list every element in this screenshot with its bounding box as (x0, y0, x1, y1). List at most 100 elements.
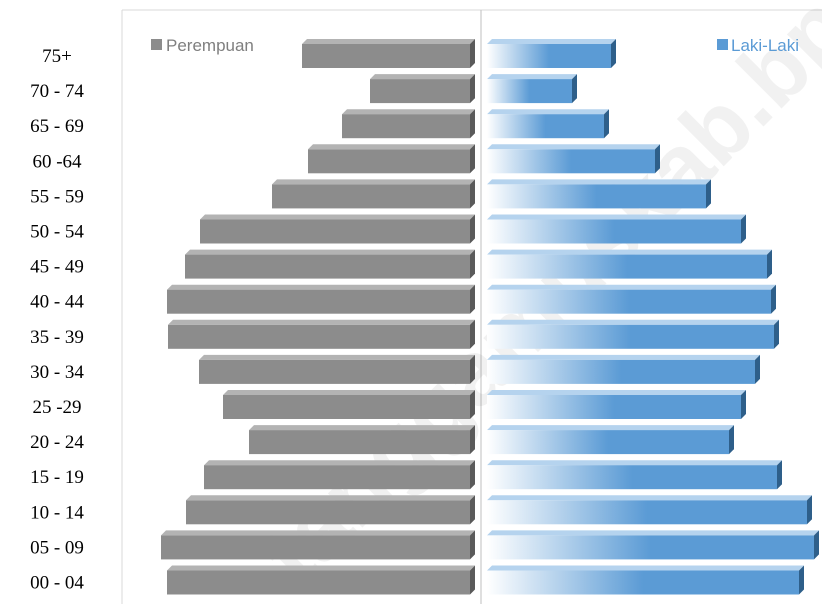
bar-side-face (470, 565, 475, 595)
bar-front-face (199, 359, 470, 384)
bar-laki-laki (487, 390, 746, 419)
bar-perempuan (167, 284, 475, 314)
bar-laki-laki (487, 109, 609, 139)
bar-side-face (706, 179, 711, 209)
bar-laki-laki (487, 179, 711, 209)
bar-top-face (342, 109, 475, 115)
bar-top-face (487, 284, 776, 290)
bar-front-face (308, 149, 470, 174)
legend-label-perempuan: Perempuan (166, 36, 254, 55)
bar-front-face (204, 465, 470, 490)
bar-laki-laki (487, 354, 760, 384)
bar-top-face (308, 144, 475, 150)
age-label: 70 - 74 (30, 81, 84, 102)
bar-front-face (200, 219, 470, 244)
bar-side-face (470, 390, 475, 419)
bar-top-face (487, 39, 616, 44)
bar-laki-laki (487, 565, 804, 595)
age-label: 60 -64 (32, 151, 82, 172)
bar-perempuan (249, 425, 475, 455)
age-label: 35 - 39 (30, 327, 84, 348)
bar-laki-laki (487, 144, 660, 174)
legend-swatch-perempuan (151, 39, 162, 50)
bar-front-face (185, 254, 470, 279)
bar-perempuan (204, 460, 475, 490)
bar-top-face (487, 390, 746, 395)
bar-side-face (729, 425, 734, 455)
bar-top-face (167, 565, 475, 571)
bar-side-face (470, 319, 475, 349)
bar-perempuan (200, 214, 475, 244)
age-label: 55 - 59 (30, 186, 84, 207)
bar-side-face (470, 179, 475, 209)
age-label: 75+ (42, 46, 72, 67)
bar-top-face (487, 495, 812, 501)
bar-top-face (249, 425, 475, 431)
bar-front-face (487, 289, 771, 314)
bar-side-face (470, 74, 475, 104)
bar-front-face (487, 500, 807, 525)
bar-perempuan (161, 530, 475, 560)
bar-perempuan (167, 565, 475, 595)
bar-front-face (487, 44, 611, 68)
bar-top-face (487, 354, 760, 360)
bar-perempuan (308, 144, 475, 174)
age-label: 50 - 54 (30, 222, 84, 243)
bar-front-face (249, 430, 470, 455)
bar-top-face (487, 109, 609, 115)
bar-front-face (487, 570, 799, 595)
bar-front-face (487, 395, 741, 419)
bar-laki-laki (487, 319, 779, 349)
bar-top-face (487, 179, 711, 185)
bar-side-face (470, 460, 475, 490)
bar-laki-laki (487, 460, 782, 490)
bar-front-face (487, 465, 777, 490)
age-label: 45 - 49 (30, 257, 84, 278)
legend-label-laki-laki: Laki-Laki (731, 36, 799, 55)
bar-perempuan (186, 495, 475, 525)
age-label: 10 - 14 (30, 502, 84, 523)
bar-side-face (572, 74, 577, 104)
bar-top-face (302, 39, 475, 44)
bar-front-face (487, 535, 814, 560)
bar-laki-laki (487, 39, 616, 68)
bar-side-face (755, 354, 760, 384)
bar-front-face (370, 79, 470, 104)
legend-laki-laki: Laki-Laki (717, 36, 799, 55)
bar-top-face (204, 460, 475, 466)
bar-side-face (470, 425, 475, 455)
bar-side-face (470, 109, 475, 139)
bar-laki-laki (487, 530, 819, 560)
bar-side-face (814, 530, 819, 560)
bars-group (161, 39, 819, 595)
bar-side-face (771, 284, 776, 314)
bar-side-face (470, 214, 475, 244)
bar-front-face (487, 149, 655, 174)
bar-front-face (167, 289, 470, 314)
bar-front-face (487, 359, 755, 384)
bar-perempuan (168, 319, 475, 349)
bar-top-face (487, 460, 782, 466)
legend-perempuan: Perempuan (151, 36, 254, 55)
bar-laki-laki (487, 495, 812, 525)
bar-perempuan (223, 390, 475, 419)
bar-side-face (767, 249, 772, 279)
bar-front-face (487, 79, 572, 104)
bar-laki-laki (487, 284, 776, 314)
bar-front-face (487, 430, 729, 455)
bar-top-face (199, 354, 475, 360)
bar-side-face (741, 390, 746, 419)
bar-top-face (487, 214, 746, 220)
bar-side-face (470, 144, 475, 174)
bar-side-face (774, 319, 779, 349)
bar-top-face (487, 565, 804, 571)
bar-top-face (370, 74, 475, 80)
bar-side-face (611, 39, 616, 68)
bar-top-face (487, 249, 772, 255)
age-label: 25 -29 (32, 397, 81, 418)
bar-side-face (741, 214, 746, 244)
bar-side-face (470, 530, 475, 560)
legend-swatch-laki-laki (717, 39, 728, 50)
bar-laki-laki (487, 425, 734, 455)
